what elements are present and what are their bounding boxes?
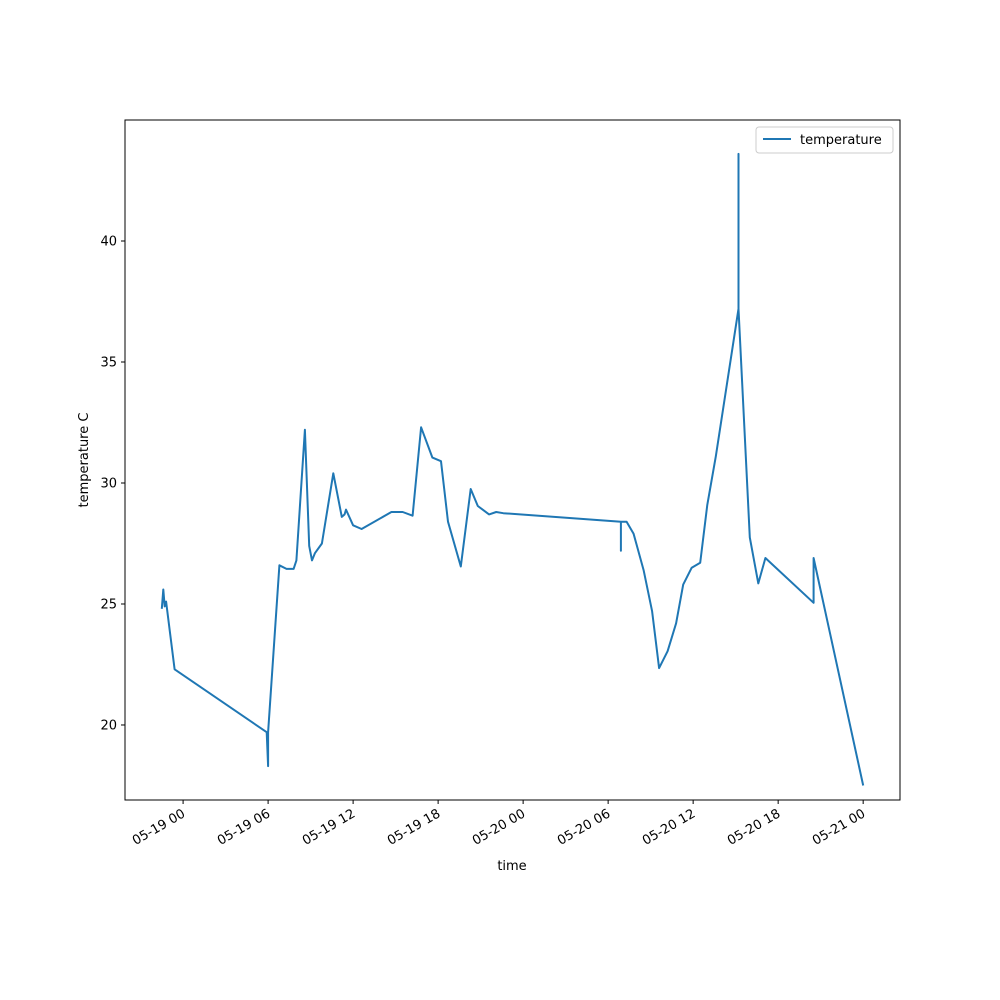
x-axis-label: time [497,859,526,874]
plot-background [125,120,900,800]
series-layer [160,152,865,786]
legend: temperature [755,126,894,154]
x-tick-label: 05-20 12 [640,806,698,848]
y-axis: 20 25 30 35 40 [100,234,125,733]
x-tick-label: 05-19 00 [130,806,188,848]
x-tick-label: 05-19 18 [385,806,443,848]
series-line-temperature [160,152,865,786]
y-tick-label: 25 [100,597,117,612]
legend-box [755,126,894,154]
x-tick-label: 05-20 18 [725,806,783,848]
x-tick-label: 05-21 00 [810,806,868,848]
y-tick-label: 30 [100,476,117,491]
y-tick-label: 20 [100,718,117,733]
y-tick-label: 40 [100,234,117,249]
x-tick-label: 05-19 12 [300,806,358,848]
x-tick-label: 05-19 06 [215,806,273,848]
legend-entry-temperature: temperature [800,133,882,148]
x-axis: 05-19 00 05-19 06 05-19 12 05-19 18 05-20 00… [130,800,868,849]
y-axis-label: temperature C [77,413,92,508]
plot-frame [124,119,901,801]
x-tick-label: 05-20 06 [555,806,613,848]
x-tick-label: 05-20 00 [470,806,528,848]
y-tick-label: 35 [100,355,117,370]
